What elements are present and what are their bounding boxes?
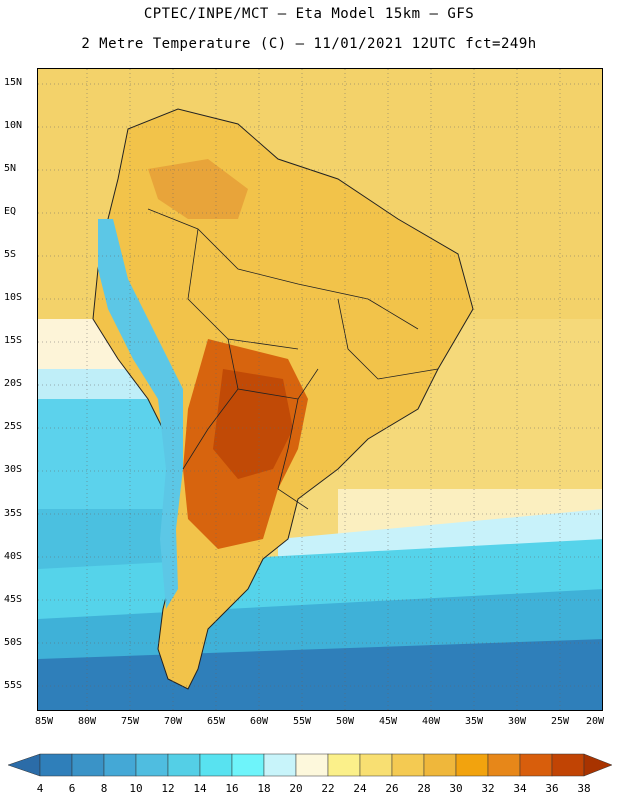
- colorbar-label: 34: [513, 782, 527, 795]
- lon-label: 20W: [585, 716, 605, 727]
- lon-label: 80W: [77, 716, 97, 727]
- lon-label: 70W: [163, 716, 183, 727]
- temperature-map: [37, 68, 603, 711]
- colorbar-label: 22: [321, 782, 335, 795]
- colorbar-label: 8: [100, 782, 108, 795]
- colorbar-label: 18: [257, 782, 271, 795]
- lat-label: EQ: [4, 206, 17, 217]
- lat-label: 50S: [4, 637, 23, 648]
- andes-cold-strip: [98, 219, 183, 609]
- lon-label: 30W: [507, 716, 527, 727]
- colorbar-label: 32: [481, 782, 495, 795]
- lon-label: 35W: [464, 716, 484, 727]
- colorbar-label: 12: [161, 782, 175, 795]
- colorbar-label: 4: [36, 782, 44, 795]
- colorbar-label: 24: [353, 782, 367, 795]
- colorbar-label: 16: [225, 782, 239, 795]
- colorbar-label: 30: [449, 782, 463, 795]
- lon-label: 25W: [550, 716, 570, 727]
- colorbar-cell: [199, 753, 233, 777]
- colorbar-cell: [135, 753, 169, 777]
- colorbar-label: 36: [545, 782, 559, 795]
- colorbar-cell: [295, 753, 329, 777]
- colorbar-arrow-low: [7, 753, 41, 777]
- lon-label: 45W: [378, 716, 398, 727]
- lat-label: 25S: [4, 421, 23, 432]
- colorbar-label: 14: [193, 782, 207, 795]
- colorbar-arrow-high: [583, 753, 613, 777]
- lat-label: 15N: [4, 77, 23, 88]
- lat-label: 5N: [4, 163, 17, 174]
- colorbar-cell: [391, 753, 425, 777]
- lat-label: 20S: [4, 378, 23, 389]
- colorbar-cell: [103, 753, 137, 777]
- lat-label: 35S: [4, 508, 23, 519]
- lon-label: 55W: [292, 716, 312, 727]
- lat-label: 40S: [4, 551, 23, 562]
- colorbar-cell: [359, 753, 393, 777]
- ocean-pacific-cyan: [38, 399, 178, 519]
- lon-label: 85W: [34, 716, 54, 727]
- lon-label: 40W: [421, 716, 441, 727]
- country-borders: [147, 208, 439, 510]
- colorbar-cell: [231, 753, 265, 777]
- lon-label: 60W: [249, 716, 269, 727]
- lat-label: 45S: [4, 594, 23, 605]
- colorbar-cell: [39, 753, 73, 777]
- map-canvas: [38, 69, 602, 710]
- colorbar-label: 6: [68, 782, 76, 795]
- lon-label: 75W: [120, 716, 140, 727]
- lon-label: 50W: [335, 716, 355, 727]
- lon-label: 65W: [206, 716, 226, 727]
- colorbar-cell: [263, 753, 297, 777]
- title-line-2: 2 Metre Temperature (C) – 11/01/2021 12U…: [81, 36, 537, 52]
- lat-label: 10N: [4, 120, 23, 131]
- lat-label: 10S: [4, 292, 23, 303]
- colorbar-label: 38: [577, 782, 591, 795]
- lat-label: 5S: [4, 249, 17, 260]
- colorbar-cell: [551, 753, 585, 777]
- colorbar-cell: [455, 753, 489, 777]
- colorbar-label: 20: [289, 782, 303, 795]
- hottest-zone-chaco: [213, 369, 293, 479]
- colorbar-cell: [519, 753, 553, 777]
- colorbar-cell: [487, 753, 521, 777]
- colorbar: [7, 753, 613, 777]
- lat-label: 55S: [4, 680, 23, 691]
- colorbar-label: 10: [129, 782, 143, 795]
- lat-label: 30S: [4, 464, 23, 475]
- colorbar-cell: [71, 753, 105, 777]
- colorbar-cell: [423, 753, 457, 777]
- colorbar-cell: [327, 753, 361, 777]
- colorbar-label: 26: [385, 782, 399, 795]
- colorbar-cell: [167, 753, 201, 777]
- colorbar-label: 28: [417, 782, 431, 795]
- lat-label: 15S: [4, 335, 23, 346]
- title-line-1: CPTEC/INPE/MCT – Eta Model 15km – GFS: [143, 6, 475, 22]
